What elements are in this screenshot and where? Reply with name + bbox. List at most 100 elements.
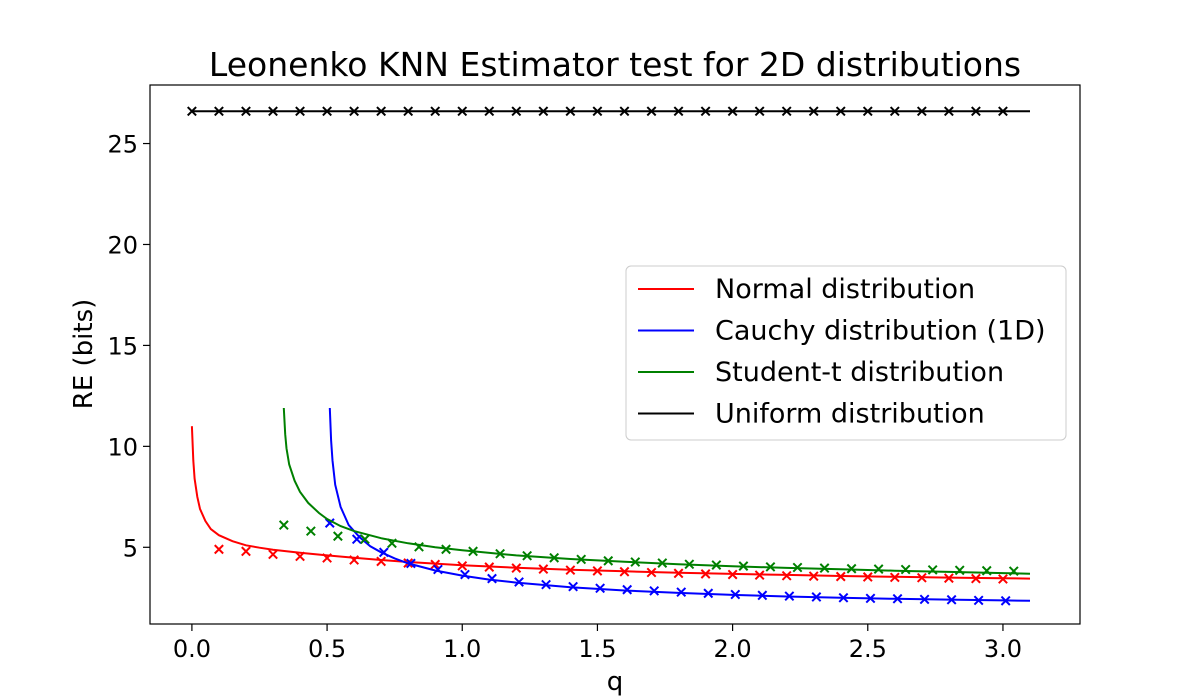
x-tick-label: 2.5 (849, 635, 887, 663)
data-point (468, 546, 478, 557)
data-point (835, 571, 846, 582)
data-point (646, 106, 657, 117)
data-point (711, 560, 722, 570)
data-point (378, 547, 389, 558)
data-point (727, 106, 738, 117)
data-point (981, 565, 992, 576)
data-point (592, 566, 603, 576)
data-point (754, 106, 765, 117)
data-point (241, 106, 251, 117)
data-point (414, 541, 424, 552)
x-tick-label: 2.0 (714, 635, 752, 663)
data-point (460, 569, 470, 580)
data-point (700, 569, 711, 579)
data-point (514, 577, 524, 587)
data-point (214, 544, 224, 555)
series-line (328, 407, 1031, 602)
data-point (186, 106, 197, 117)
legend-item: Cauchy distribution (1D) (638, 316, 1046, 347)
data-point (630, 557, 641, 567)
data-point (430, 106, 441, 117)
legend-item: Student-t distribution (638, 357, 1004, 388)
data-point (457, 106, 468, 117)
data-point (322, 553, 332, 563)
legend-label: Uniform distribution (715, 399, 985, 430)
data-point (511, 563, 522, 573)
data-point (943, 573, 954, 584)
y-axis: 5 10 15 20 25 (107, 131, 150, 562)
data-point (522, 550, 533, 561)
data-point (278, 520, 289, 530)
data-point (268, 549, 278, 560)
data-point (684, 559, 695, 570)
data-point (765, 561, 776, 572)
data-point (835, 106, 846, 117)
data-point (649, 585, 660, 596)
data-point (565, 106, 576, 117)
x-tick-label: 0.5 (308, 635, 346, 663)
data-point (595, 583, 606, 594)
data-point (730, 589, 741, 600)
data-point (781, 570, 792, 581)
legend-item: Uniform distribution (638, 399, 985, 430)
data-point (495, 548, 506, 559)
data-point (568, 581, 579, 592)
x-axis-label: q (607, 667, 624, 697)
data-point (1008, 566, 1019, 577)
series-3 (186, 106, 1030, 117)
data-point (998, 106, 1008, 117)
data-point (916, 572, 927, 583)
series-line (190, 426, 1031, 580)
legend-box (625, 265, 1067, 441)
data-point (943, 106, 954, 117)
data-point (576, 554, 587, 565)
data-point (673, 106, 684, 117)
data-point (900, 564, 911, 575)
data-point (946, 594, 957, 605)
chart-title: Leonenko KNN Estimator test for 2D distr… (209, 45, 1021, 84)
x-tick-label: 1.5 (578, 635, 616, 663)
data-point (889, 572, 900, 583)
data-point (846, 563, 857, 574)
data-point (565, 565, 576, 576)
plot-area (186, 106, 1031, 606)
data-point (998, 574, 1008, 584)
data-point (754, 570, 765, 581)
data-point (376, 556, 387, 567)
data-point (603, 555, 614, 566)
data-point (819, 563, 830, 573)
plot-frame (149, 84, 1081, 625)
legend: Normal distribution Cauchy distribution (… (625, 265, 1067, 441)
data-point (430, 559, 441, 570)
data-point (781, 106, 792, 117)
y-tick-label: 20 (107, 231, 138, 259)
data-point (838, 592, 849, 603)
x-axis: 0.0 0.5 1.0 1.5 2.0 2.5 3.0 (173, 624, 1022, 663)
data-point (241, 546, 251, 557)
data-point (376, 106, 387, 117)
data-point (919, 594, 930, 605)
data-point (971, 106, 981, 117)
data-point (511, 106, 522, 117)
data-point (811, 592, 822, 602)
data-point (676, 587, 687, 598)
y-axis-label: RE (bits) (69, 299, 99, 410)
data-point (441, 544, 451, 555)
data-point (865, 593, 876, 604)
data-point (727, 569, 738, 580)
data-point (657, 558, 668, 568)
series-0 (190, 426, 1031, 584)
data-point (332, 531, 343, 542)
data-point (808, 571, 819, 582)
data-point (433, 564, 443, 575)
data-point (403, 106, 414, 117)
x-tick-label: 1.0 (443, 635, 481, 663)
legend-label: Student-t distribution (715, 357, 1004, 388)
data-point (541, 579, 551, 590)
y-tick-label: 25 (107, 131, 138, 159)
data-point (784, 591, 795, 602)
data-point (538, 564, 549, 574)
data-point (927, 564, 938, 575)
series-1 (324, 407, 1031, 606)
